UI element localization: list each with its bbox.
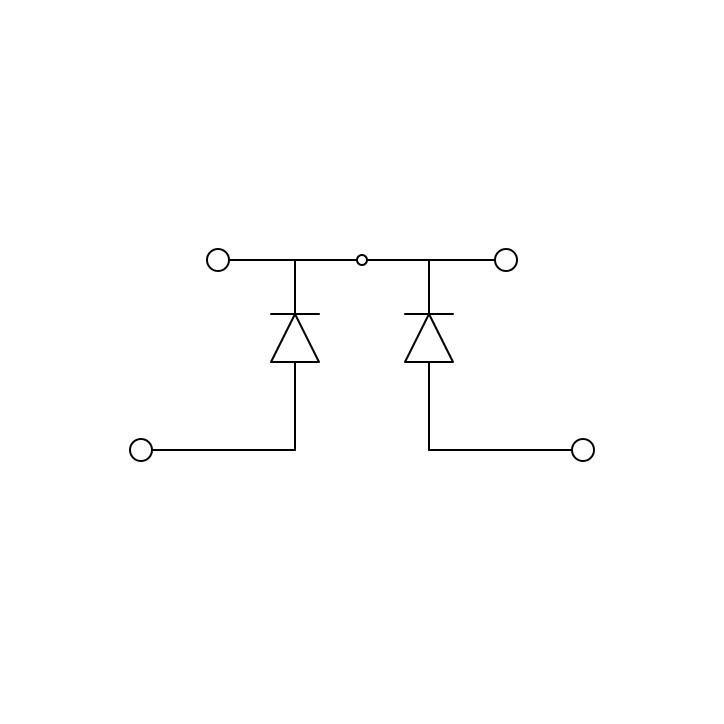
circuit-diagram [0,0,724,724]
terminal-top-right [495,249,517,271]
junction-node [357,255,367,265]
diode-d2-anode-triangle [405,314,453,362]
diode-d1-anode-triangle [271,314,319,362]
terminal-bottom-right [572,439,594,461]
terminal-bottom-left [130,439,152,461]
terminal-top-left [207,249,229,271]
